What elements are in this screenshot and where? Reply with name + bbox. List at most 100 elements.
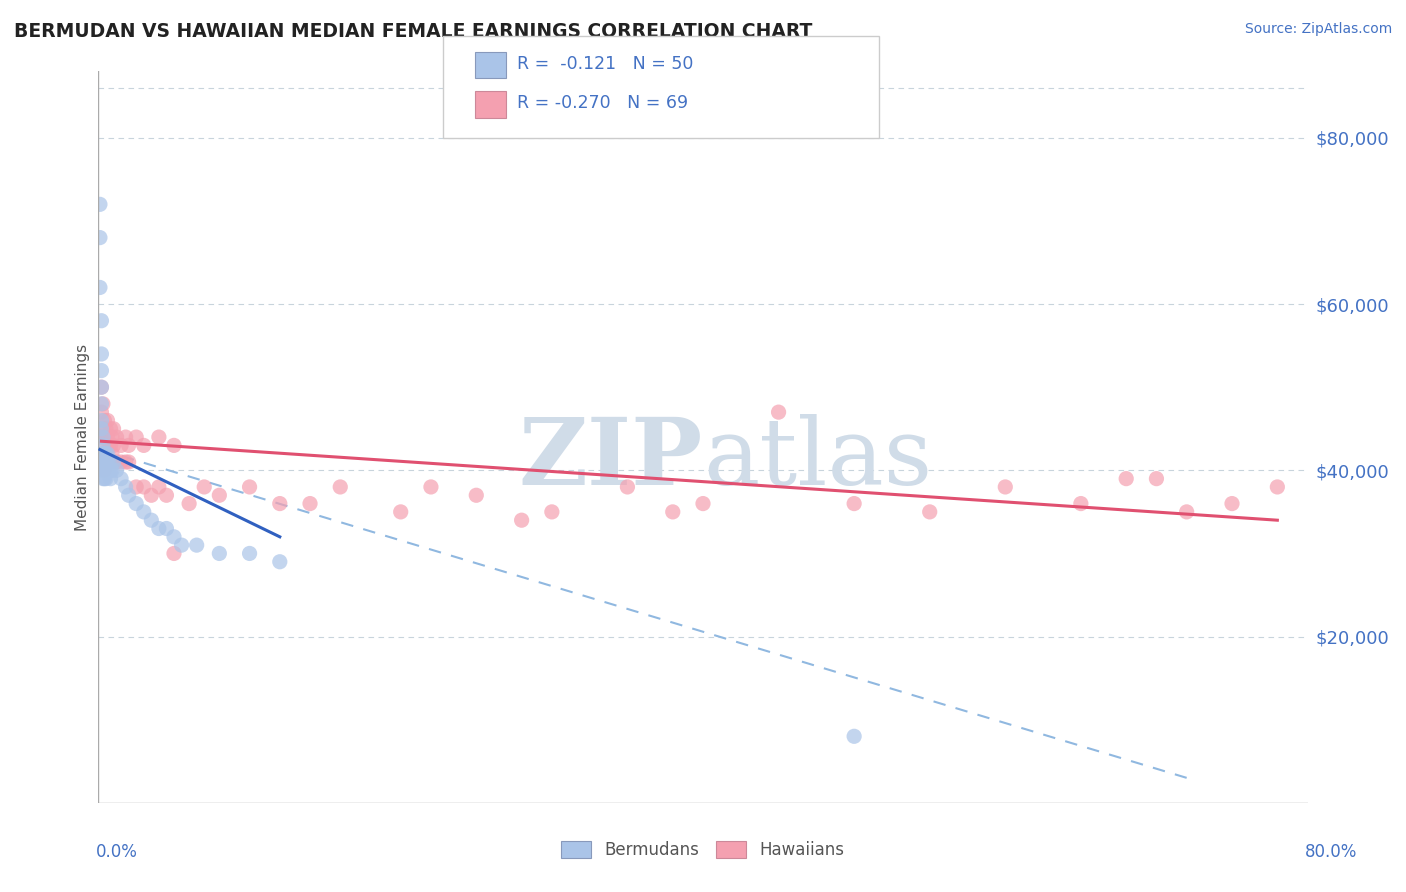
Point <box>103 455 125 469</box>
Point <box>91 463 114 477</box>
Point <box>94 447 117 461</box>
Text: R = -0.270   N = 69: R = -0.270 N = 69 <box>517 95 689 112</box>
Point <box>170 538 193 552</box>
Point <box>91 472 114 486</box>
Point <box>101 463 124 477</box>
Point <box>155 521 177 535</box>
Point <box>89 230 111 244</box>
Point <box>96 455 118 469</box>
Point <box>163 546 186 560</box>
Point <box>91 438 114 452</box>
Point <box>110 438 132 452</box>
Point <box>90 314 112 328</box>
Point <box>90 380 112 394</box>
Point <box>208 488 231 502</box>
Point <box>1144 472 1167 486</box>
Point <box>148 480 170 494</box>
Point <box>1175 505 1198 519</box>
Point <box>389 505 412 519</box>
Point <box>208 546 231 560</box>
Point <box>132 505 155 519</box>
Point <box>918 505 941 519</box>
Point <box>96 455 118 469</box>
Point <box>103 422 125 436</box>
Point <box>96 413 118 427</box>
Point <box>90 347 112 361</box>
Legend: Bermudans, Hawaiians: Bermudans, Hawaiians <box>555 834 851 866</box>
Point <box>90 380 112 394</box>
Text: Source: ZipAtlas.com: Source: ZipAtlas.com <box>1244 22 1392 37</box>
Point <box>90 430 112 444</box>
Point <box>93 463 115 477</box>
Point <box>93 447 115 461</box>
Point <box>768 405 790 419</box>
Point <box>299 497 322 511</box>
Point <box>420 480 443 494</box>
Point <box>155 488 177 502</box>
Point <box>1070 497 1092 511</box>
Point <box>91 397 114 411</box>
Point <box>186 538 208 552</box>
Point <box>93 430 115 444</box>
Point <box>114 480 136 494</box>
Point <box>91 447 114 461</box>
Point <box>96 447 118 461</box>
Point <box>100 422 122 436</box>
Point <box>540 505 562 519</box>
Point <box>91 447 114 461</box>
Text: 0.0%: 0.0% <box>96 843 138 861</box>
Point <box>98 455 121 469</box>
Point <box>91 455 114 469</box>
Point <box>103 438 125 452</box>
Point <box>844 729 866 743</box>
Point <box>118 455 141 469</box>
Point <box>101 430 124 444</box>
Point <box>105 455 128 469</box>
Point <box>91 422 114 436</box>
Point <box>125 430 148 444</box>
Point <box>110 455 132 469</box>
Point <box>100 463 122 477</box>
Text: R =  -0.121   N = 50: R = -0.121 N = 50 <box>517 55 693 73</box>
Point <box>118 438 141 452</box>
Point <box>329 480 352 494</box>
Point <box>103 455 125 469</box>
Point <box>94 472 117 486</box>
Point <box>101 447 124 461</box>
Point <box>96 463 118 477</box>
Point <box>100 472 122 486</box>
Point <box>132 438 155 452</box>
Point <box>105 463 128 477</box>
Point <box>239 480 262 494</box>
Point <box>132 480 155 494</box>
Text: BERMUDAN VS HAWAIIAN MEDIAN FEMALE EARNINGS CORRELATION CHART: BERMUDAN VS HAWAIIAN MEDIAN FEMALE EARNI… <box>14 22 813 41</box>
Point <box>100 455 122 469</box>
Point <box>98 438 121 452</box>
Y-axis label: Median Female Earnings: Median Female Earnings <box>75 343 90 531</box>
Text: ZIP: ZIP <box>519 414 703 504</box>
Point <box>148 430 170 444</box>
Point <box>148 521 170 535</box>
Point <box>105 430 128 444</box>
Point <box>90 413 112 427</box>
Point <box>141 513 163 527</box>
Point <box>94 422 117 436</box>
Point <box>179 497 201 511</box>
Point <box>110 472 132 486</box>
Point <box>269 555 291 569</box>
Point <box>193 480 215 494</box>
Point <box>141 488 163 502</box>
Point <box>125 480 148 494</box>
Point <box>94 463 117 477</box>
Point <box>616 480 638 494</box>
Point <box>1115 472 1137 486</box>
Text: atlas: atlas <box>703 414 932 504</box>
Text: 80.0%: 80.0% <box>1305 843 1357 861</box>
Point <box>91 447 114 461</box>
Point <box>163 530 186 544</box>
Point <box>93 447 115 461</box>
Point <box>692 497 714 511</box>
Point <box>661 505 683 519</box>
Point <box>93 463 115 477</box>
Point <box>94 455 117 469</box>
